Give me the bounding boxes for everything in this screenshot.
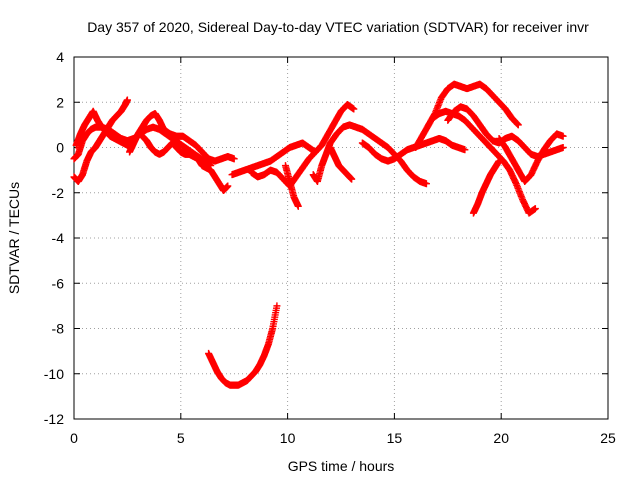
data-point (559, 132, 567, 140)
series-track-12 (412, 80, 522, 151)
y-tick-label: 4 (56, 49, 64, 65)
y-tick-label: -2 (52, 185, 65, 201)
x-tick-label: 15 (387, 430, 403, 446)
data-point (422, 180, 430, 188)
data-point (273, 302, 281, 310)
chart-title: Day 357 of 2020, Sidereal Day-to-day VTE… (87, 19, 589, 35)
data-point (531, 205, 539, 213)
series-track-4 (126, 110, 238, 165)
series-track-9 (309, 121, 430, 188)
series-track-8 (281, 162, 302, 210)
data-point (123, 96, 131, 104)
x-axis-label: GPS time / hours (288, 458, 395, 474)
data-points (70, 80, 567, 389)
series-track-15 (469, 157, 503, 217)
data-point (230, 155, 238, 163)
x-tick-label: 10 (280, 430, 296, 446)
y-tick-label: -4 (52, 230, 65, 246)
y-tick-label: -10 (44, 366, 64, 382)
series-track-10 (326, 144, 356, 183)
data-point (348, 175, 356, 183)
y-tick-label: 2 (56, 94, 64, 110)
data-point (461, 146, 469, 154)
data-point (495, 157, 503, 165)
data-point (559, 144, 567, 151)
series-track-16 (495, 130, 567, 185)
y-tick-label: 0 (56, 140, 64, 156)
series-track-5 (138, 132, 232, 194)
x-tick-label: 20 (493, 430, 509, 446)
y-tick-label: -6 (52, 275, 65, 291)
data-point (514, 121, 522, 129)
x-tick-label: 5 (177, 430, 185, 446)
data-point (224, 182, 232, 190)
data-point (294, 202, 302, 210)
series-track-13 (429, 107, 539, 217)
x-tick-label: 25 (600, 430, 616, 446)
x-tick-label: 0 (70, 430, 78, 446)
series-track-11 (358, 134, 469, 165)
y-tick-label: -12 (44, 411, 64, 427)
series-track-17 (205, 302, 281, 389)
y-axis-label: SDTVAR / TECUs (6, 182, 22, 294)
y-tick-label: -8 (52, 321, 65, 337)
data-point (350, 105, 358, 113)
